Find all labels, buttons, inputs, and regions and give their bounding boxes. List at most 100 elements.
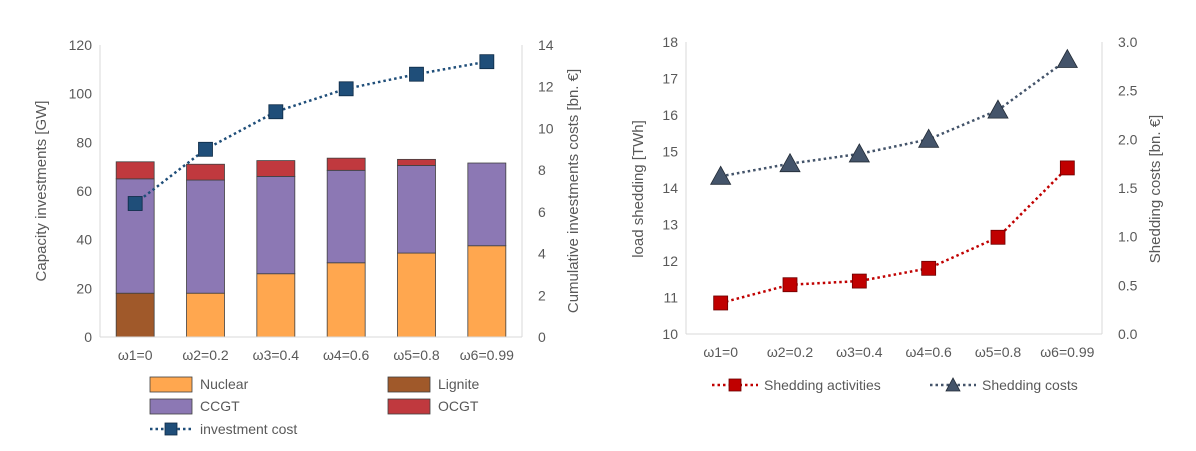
legend-label-lignite: Lignite (438, 376, 479, 392)
y2-tick-label: 4 (538, 246, 546, 262)
point-shedding-activities-6 (1059, 160, 1075, 176)
y2-tick-label: 10 (538, 120, 554, 136)
point-investment-cost-3 (268, 104, 284, 120)
bar-ocgt-1 (115, 161, 155, 180)
x-tick-label: ω6=0.99 (460, 347, 514, 363)
y2-tick-label: 12 (538, 79, 554, 95)
c2-y-ticks: 10 11 12 13 14 15 16 17 18 (662, 34, 678, 342)
bar-lignite-1 (115, 292, 155, 338)
c1-axes (99, 45, 523, 338)
load-shedding-chart: 10 11 12 13 14 15 16 17 18 0.0 0.5 1.0 1.5 2.0 2.5 3.0… (630, 34, 1164, 393)
y-tick-label: 13 (662, 217, 678, 233)
legend-marker-shedding-costs (945, 377, 961, 392)
c2-lines (709, 48, 1079, 311)
point-shedding-costs-1 (709, 165, 732, 185)
y-tick-label: 14 (662, 180, 678, 196)
point-investment-cost-5 (409, 66, 424, 82)
legend-swatch-nuclear (149, 376, 193, 393)
c1-y-ticks: 0 20 40 60 80 100 120 (69, 37, 93, 345)
y-tick-label: 16 (662, 107, 678, 123)
point-shedding-costs-6 (1056, 48, 1079, 68)
legend-label-shedding-activities: Shedding activities (764, 377, 881, 393)
point-shedding-costs-4 (917, 128, 940, 148)
capacity-investments-chart: 0 20 40 60 80 100 120 0 2 4 6 8 10 12 14 ω1=0 ω2=0.2 ω3… (33, 37, 582, 437)
bar-nuclear-3 (256, 273, 296, 338)
x-tick-label: ω1=0 (703, 344, 738, 360)
y-tick-label: 0 (84, 329, 92, 345)
legend-marker-investment-cost (164, 422, 178, 436)
y-tick-label: 18 (662, 34, 678, 50)
legend-swatch-ocgt (387, 398, 431, 415)
point-investment-cost-1 (127, 196, 143, 211)
y2-tick-label: 14 (538, 37, 554, 53)
y-tick-label: 10 (662, 326, 678, 342)
x-tick-label: ω5=0.8 (393, 347, 440, 363)
c2-y-axis-label: load shedding [TWh] (630, 120, 647, 258)
point-shedding-activities-3 (851, 273, 867, 289)
y-tick-label: 12 (662, 253, 678, 269)
point-investment-cost-6 (479, 54, 495, 70)
c2-axes (685, 42, 1103, 335)
y-tick-label: 11 (663, 290, 678, 306)
point-shedding-activities-2 (782, 277, 798, 293)
bar-ccgt-3 (256, 175, 296, 275)
bar-nuclear-5 (397, 252, 436, 338)
legend-label-investment-cost: investment cost (200, 421, 297, 437)
y2-tick-label: 1.5 (1118, 180, 1138, 196)
y-tick-label: 120 (69, 37, 93, 53)
bar-ocgt-4 (326, 157, 366, 171)
y2-tick-label: 2.0 (1118, 131, 1138, 147)
y2-tick-label: 2.5 (1118, 83, 1138, 99)
point-investment-cost-2 (198, 141, 213, 157)
y2-tick-label: 8 (538, 162, 546, 178)
bar-nuclear-4 (326, 262, 366, 338)
x-tick-label: ω3=0.4 (836, 344, 883, 360)
y2-tick-label: 0.5 (1118, 277, 1138, 293)
y-tick-label: 20 (76, 280, 92, 296)
x-tick-label: ω4=0.6 (323, 347, 370, 363)
c1-y-axis-label: Capacity investments [GW] (33, 101, 50, 282)
y-tick-label: 40 (76, 232, 92, 248)
legend-label-ccgt: CCGT (200, 398, 240, 414)
point-shedding-costs-3 (848, 143, 871, 163)
bar-ccgt-2 (186, 179, 225, 294)
y2-tick-label: 0.0 (1118, 326, 1138, 342)
y-tick-label: 80 (76, 134, 92, 150)
point-shedding-activities-1 (713, 295, 729, 311)
y-tick-label: 15 (662, 144, 678, 160)
x-tick-label: ω1=0 (118, 347, 153, 363)
y2-tick-label: 6 (538, 204, 546, 220)
c1-y2-axis-label: Cumulative investments costs [bn. €] (565, 69, 582, 313)
bar-nuclear-6 (467, 245, 507, 338)
line-shedding-costs (720, 58, 1069, 178)
c1-x-ticks: ω1=0 ω2=0.2 ω3=0.4 ω4=0.6 ω5=0.8 ω6=0.99 (118, 347, 514, 363)
y2-tick-label: 1.0 (1118, 229, 1138, 245)
x-tick-label: ω2=0.2 (182, 347, 229, 363)
y-tick-label: 100 (69, 86, 93, 102)
c2-y2-axis-label: Shedding costs [bn. €] (1147, 115, 1164, 263)
point-shedding-costs-5 (987, 99, 1009, 119)
x-tick-label: ω6=0.99 (1040, 344, 1094, 360)
bar-ocgt-5 (397, 158, 436, 166)
point-shedding-costs-2 (779, 152, 801, 173)
x-tick-label: ω4=0.6 (905, 344, 952, 360)
point-investment-cost-4 (338, 81, 354, 97)
c2-x-ticks: ω1=0 ω2=0.2 ω3=0.4 ω4=0.6 ω5=0.8 ω6=0.99 (703, 344, 1094, 360)
bar-ocgt-3 (256, 160, 296, 177)
bar-nuclear-2 (186, 292, 225, 338)
legend-label-shedding-costs: Shedding costs (982, 377, 1078, 393)
y-tick-label: 60 (76, 183, 92, 199)
y2-tick-label: 0 (538, 329, 546, 345)
y2-tick-label: 3.0 (1118, 34, 1138, 50)
bar-ocgt-2 (186, 163, 225, 181)
c1-legend: Nuclear Lignite CCGT OCGT investment cos… (149, 376, 479, 437)
y-tick-label: 17 (662, 71, 678, 87)
legend-swatch-ccgt (149, 398, 193, 415)
legend-label-nuclear: Nuclear (200, 376, 249, 392)
c1-bars (115, 157, 507, 338)
y2-tick-label: 2 (538, 287, 546, 303)
bar-ccgt-4 (326, 169, 366, 264)
bar-ccgt-5 (397, 165, 436, 254)
